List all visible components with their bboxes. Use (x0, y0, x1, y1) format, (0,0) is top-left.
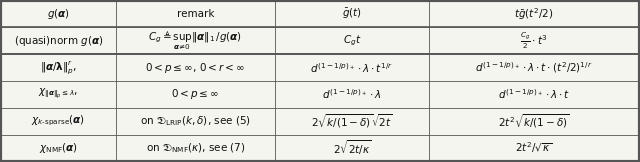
Text: $\chi_{\mathrm{NMF}}(\boldsymbol{\alpha})$: $\chi_{\mathrm{NMF}}(\boldsymbol{\alpha}… (38, 141, 77, 155)
Text: $t\bar{g}(t^2/2)$: $t\bar{g}(t^2/2)$ (515, 6, 554, 22)
Text: $\|\boldsymbol{\alpha}/\boldsymbol{\lambda}\|_p^r,$: $\|\boldsymbol{\alpha}/\boldsymbol{\lamb… (40, 59, 77, 76)
Text: on $\mathfrak{D}_{\mathrm{LRIP}}(k,\delta)$, see (5): on $\mathfrak{D}_{\mathrm{LRIP}}(k,\delt… (140, 114, 251, 128)
Text: $0 < p \leq \infty$: $0 < p \leq \infty$ (172, 87, 220, 101)
Text: $C_g t$: $C_g t$ (342, 34, 361, 48)
Text: $2\sqrt{k/(1-\delta)}\sqrt{2t}$: $2\sqrt{k/(1-\delta)}\sqrt{2t}$ (311, 112, 393, 130)
Text: $0 < p \leq \infty,\, 0 < r < \infty$: $0 < p \leq \infty,\, 0 < r < \infty$ (145, 61, 246, 75)
Text: $\chi_{k\text{-sparse}}(\boldsymbol{\alpha})$: $\chi_{k\text{-sparse}}(\boldsymbol{\alp… (31, 114, 85, 128)
Text: $2\sqrt{2t/\kappa}$: $2\sqrt{2t/\kappa}$ (333, 139, 371, 157)
Text: $C_g \triangleq \sup_{\boldsymbol{\alpha}\neq 0} \|\boldsymbol{\alpha}\|_1/g(\bo: $C_g \triangleq \sup_{\boldsymbol{\alpha… (148, 30, 243, 52)
Text: (quasi)norm $g(\boldsymbol{\alpha})$: (quasi)norm $g(\boldsymbol{\alpha})$ (13, 34, 103, 48)
Text: $d^{(1-1/p)_+} \cdot \lambda \cdot t^{1/r}$: $d^{(1-1/p)_+} \cdot \lambda \cdot t^{1/… (310, 61, 394, 75)
Text: remark: remark (177, 9, 214, 19)
Text: $d^{(1-1/p)_+} \cdot \lambda \cdot t \cdot (t^2/2)^{1/r}$: $d^{(1-1/p)_+} \cdot \lambda \cdot t \cd… (476, 60, 593, 75)
Text: $d^{(1-1/p)_+} \cdot \lambda$: $d^{(1-1/p)_+} \cdot \lambda$ (322, 87, 381, 101)
Text: $g(\boldsymbol{\alpha})$: $g(\boldsymbol{\alpha})$ (47, 7, 70, 21)
Text: $\chi_{\|\boldsymbol{\alpha}\|_p \leq \lambda},$: $\chi_{\|\boldsymbol{\alpha}\|_p \leq \l… (38, 87, 78, 101)
Text: $2t^2\sqrt{k/(1-\delta)}$: $2t^2\sqrt{k/(1-\delta)}$ (498, 112, 570, 130)
Text: $\frac{C_g}{2} \cdot t^3$: $\frac{C_g}{2} \cdot t^3$ (520, 30, 548, 51)
Text: $\bar{g}(t)$: $\bar{g}(t)$ (342, 7, 362, 21)
Text: on $\mathfrak{D}_{\mathrm{NMF}}(\kappa)$, see (7): on $\mathfrak{D}_{\mathrm{NMF}}(\kappa)$… (146, 141, 245, 155)
Text: $d^{(1-1/p)_+} \cdot \lambda \cdot t$: $d^{(1-1/p)_+} \cdot \lambda \cdot t$ (498, 87, 570, 101)
Text: $2t^2/\sqrt{\kappa}$: $2t^2/\sqrt{\kappa}$ (515, 140, 552, 155)
